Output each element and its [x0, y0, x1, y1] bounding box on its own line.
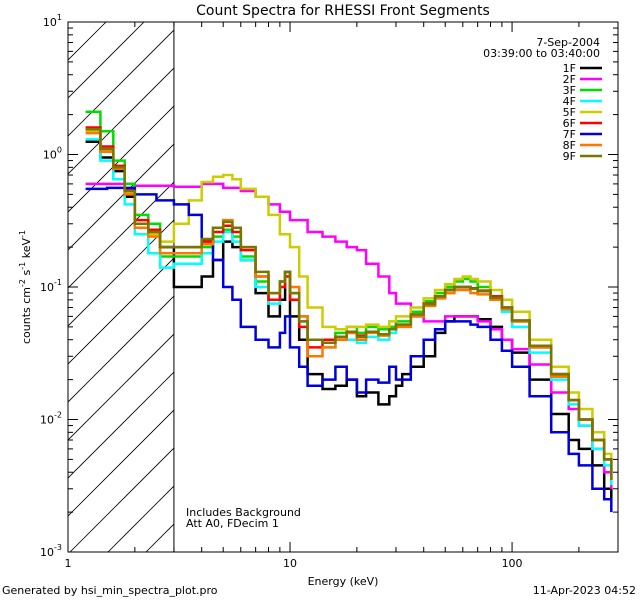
series-3F: [85, 110, 613, 480]
timestamp-label: 11-Apr-2023 04:52: [533, 584, 636, 597]
legend-label-3F: 3F: [563, 84, 576, 97]
series-6F: [85, 126, 613, 480]
y-tick-label: 101: [43, 13, 62, 29]
x-tick-label: 1: [65, 557, 72, 570]
y-label-exp1: -2: [18, 279, 27, 287]
y-tick-exponent: 0: [57, 146, 62, 155]
y-tick-exponent: 1: [57, 13, 62, 22]
plot-frame: [67, 21, 619, 553]
y-tick-exponent: -3: [54, 543, 62, 552]
series-5F: [85, 129, 613, 473]
series-1F: [85, 140, 613, 500]
x-axis-label: Energy (keV): [308, 575, 379, 588]
annotation-background: Includes Background: [186, 506, 301, 519]
y-tick-label: 10-1: [40, 278, 62, 294]
generated-by-label: Generated by hsi_min_spectra_plot.pro: [2, 584, 218, 597]
legend-label-1F: 1F: [563, 62, 576, 75]
y-tick-base: 10: [43, 16, 57, 29]
y-label-exp2: -1: [18, 262, 27, 270]
series-7F: [85, 186, 613, 513]
x-tick-label: 10: [283, 557, 297, 570]
y-label-main: counts cm: [20, 287, 33, 344]
x-tick-label: 100: [502, 557, 523, 570]
series-9F: [85, 128, 613, 480]
chart-title: Count Spectra for RHESSI Front Segments: [196, 3, 490, 19]
y-tick-label: 10-2: [40, 411, 62, 427]
date-label: 7-Sep-2004: [536, 36, 600, 49]
legend-label-5F: 5F: [563, 106, 576, 119]
y-label-mid: s: [20, 269, 33, 278]
legend-label-8F: 8F: [563, 139, 576, 152]
annotation-attenuator: Att A0, FDecim 1: [186, 517, 279, 530]
legend-label-9F: 9F: [563, 150, 576, 163]
series-lines: [85, 110, 613, 513]
y-tick-label: 100: [43, 146, 62, 162]
y-axis-label: counts cm-2 s-1 keV-1: [18, 230, 33, 344]
y-tick-base: 10: [40, 546, 54, 559]
hatch-lines: [68, 22, 174, 552]
y-tick-base: 10: [43, 149, 57, 162]
time-range-label: 03:39:00 to 03:40:00: [483, 47, 600, 60]
y-tick-base: 10: [40, 414, 54, 427]
legend-label-7F: 7F: [563, 128, 576, 141]
excluded-energy-hatch: [68, 22, 174, 552]
y-tick-exponent: -2: [54, 411, 62, 420]
legend-label-4F: 4F: [563, 95, 576, 108]
y-tick-exponent: -1: [54, 278, 62, 287]
y-tick-base: 10: [40, 281, 54, 294]
y-tick-label: 10-3: [40, 543, 62, 559]
x-axis-ticks: 1 10 100: [65, 22, 619, 570]
y-label-end: keV: [20, 238, 33, 262]
legend-label-6F: 6F: [563, 117, 576, 130]
legend-label-2F: 2F: [563, 73, 576, 86]
y-label-exp3: -1: [18, 230, 27, 238]
